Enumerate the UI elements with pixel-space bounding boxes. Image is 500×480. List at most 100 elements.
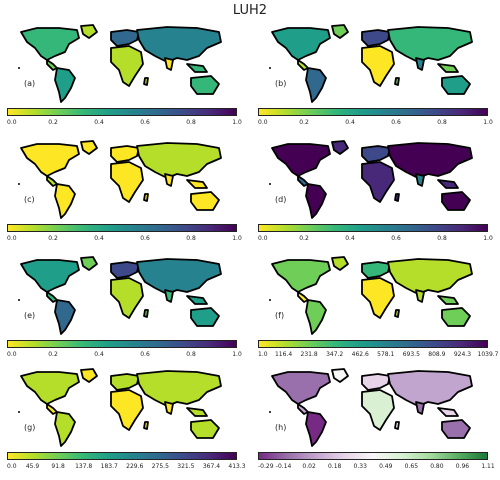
colorbar (7, 340, 237, 348)
world-map-svg (18, 256, 222, 335)
landmass (441, 75, 471, 95)
colorbar-tick-label: 183.7 (100, 463, 118, 470)
world-map-svg (269, 24, 473, 103)
landmass (54, 299, 76, 335)
colorbar-tick-label: 413.3 (228, 463, 246, 470)
landmass (441, 419, 471, 439)
colorbar-tick-label: 0.0 (7, 463, 17, 470)
colorbar-tick-label: 0.8 (437, 235, 447, 242)
colorbar-tick-label: 462.6 (351, 351, 369, 358)
landmass (54, 183, 76, 219)
landmass (297, 291, 309, 303)
colorbar-tick-label: 0.6 (140, 351, 150, 358)
map-panel-g: (g) 0.0 45.9 91.8 137.8 183.7 229.6 275.5 321.5 3… (7, 366, 249, 480)
landmass (20, 27, 80, 61)
landmass (441, 191, 471, 211)
landmass (361, 29, 391, 47)
colorbar-tick-label: 91.8 (51, 463, 65, 470)
colorbar-tick-label: 0.65 (404, 463, 419, 470)
landmass (54, 67, 76, 103)
map-panel-a: (a) 0.0 0.2 0.4 0.6 0.8 1.0 (7, 22, 249, 136)
colorbar-tick-label: 367.4 (202, 463, 221, 470)
colorbar-tick-label: 0.2 (299, 119, 309, 126)
colorbar-tick-label: -0.14 (275, 463, 292, 470)
panel-label: (d) (275, 195, 287, 204)
colorbar-tick-label: 0.0 (7, 235, 17, 242)
colorbar-tick-label: 578.1 (377, 351, 395, 358)
panel-label: (g) (24, 423, 36, 432)
landmass (394, 421, 400, 430)
island-dot (269, 411, 271, 413)
colorbar-tick-label: 275.5 (151, 463, 169, 470)
colorbar-ticks: -0.29 -0.14 0.02 0.18 0.33 0.49 0.65 0.80 0.96 1.… (258, 463, 500, 473)
colorbar-ticks: 0.0 0.2 0.4 0.6 0.8 1.0 (7, 119, 249, 129)
colorbar-tick-label: 0.2 (48, 235, 58, 242)
colorbar-tick-label: 1.0 (483, 119, 493, 126)
landmass (186, 407, 208, 417)
landmass (164, 289, 174, 303)
colorbar-tick-label: 1.0 (258, 351, 268, 358)
landmass (164, 57, 174, 71)
landmass (20, 259, 80, 293)
colorbar-tick-label: 0.6 (391, 235, 401, 242)
world-map-svg (18, 24, 222, 103)
landmass (186, 63, 208, 73)
landmass (394, 193, 400, 202)
landmass (136, 370, 222, 407)
landmass (110, 389, 144, 431)
landmass (387, 370, 473, 407)
colorbar-tick-label: 0.0 (7, 119, 17, 126)
landmass (271, 27, 331, 61)
landmass (164, 173, 174, 187)
landmass (437, 407, 459, 417)
landmass (80, 256, 98, 271)
island-dot (18, 299, 20, 301)
colorbar-ticks: 1.0 116.4 231.8 347.2 462.6 578.1 693.5 808.9 92… (258, 351, 500, 361)
colorbar-tick-label: -0.29 (258, 463, 274, 470)
colorbar (258, 224, 488, 232)
landmass (331, 24, 349, 39)
colorbar-tick-label: 0.49 (379, 463, 393, 470)
landmass (331, 256, 349, 271)
colorbar (258, 108, 488, 116)
landmass (110, 373, 140, 391)
landmass (46, 403, 58, 415)
colorbar (7, 452, 237, 460)
colorbar-tick-label: 1.11 (481, 463, 495, 470)
landmass (305, 411, 327, 447)
colorbar-tick-label: 347.2 (326, 351, 344, 358)
landmass (136, 142, 222, 179)
colorbar (258, 340, 488, 348)
island-dot (269, 183, 271, 185)
landmass (46, 291, 58, 303)
figure-title: LUH2 (232, 3, 268, 18)
landmass (136, 258, 222, 295)
landmass (415, 289, 425, 303)
world-map-svg (18, 368, 222, 447)
landmass (387, 142, 473, 179)
landmass (297, 175, 309, 187)
landmass (143, 421, 149, 430)
colorbar-ticks: 0.0 0.2 0.4 0.6 0.8 1.0 (258, 235, 500, 245)
landmass (110, 261, 140, 279)
landmass (186, 179, 208, 189)
world-map-svg (18, 140, 222, 219)
landmass (441, 307, 471, 327)
landmass (415, 401, 425, 415)
colorbar-tick-label: 321.5 (177, 463, 195, 470)
landmass (80, 368, 98, 383)
island-dot (18, 67, 20, 69)
colorbar-tick-label: 231.8 (300, 351, 318, 358)
colorbar-tick-label: 1.0 (232, 119, 242, 126)
colorbar-tick-label: 116.4 (274, 351, 293, 358)
colorbar-tick-label: 0.0 (258, 119, 268, 126)
landmass (271, 259, 331, 293)
island-dot (269, 67, 271, 69)
landmass (361, 45, 395, 87)
landmass (297, 403, 309, 415)
landmass (110, 161, 144, 203)
colorbar-tick-label: 0.33 (353, 463, 367, 470)
landmass (305, 67, 327, 103)
map-panel-b: (b) 0.0 0.2 0.4 0.6 0.8 1.0 (258, 22, 500, 136)
colorbar-tick-label: 0.18 (327, 463, 342, 470)
